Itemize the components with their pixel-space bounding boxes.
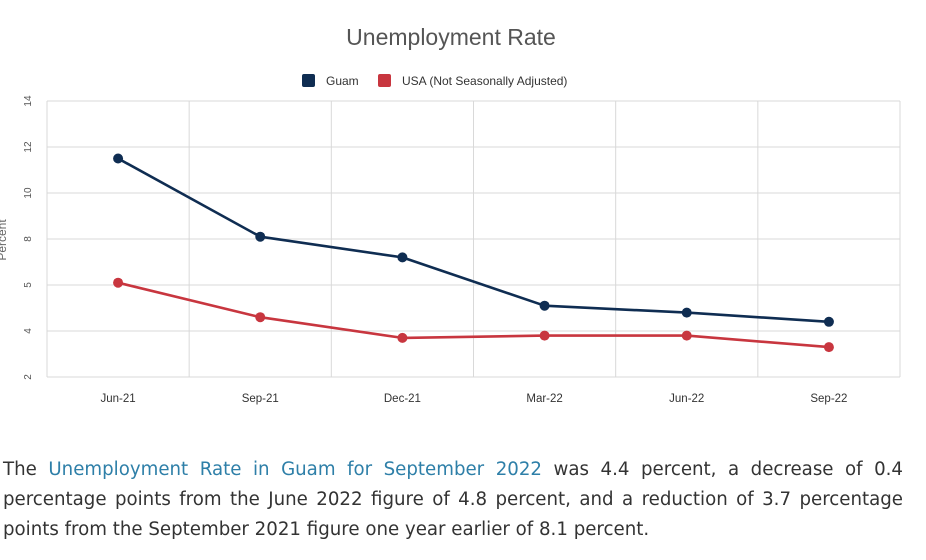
series-layer (113, 153, 834, 353)
plot-grid (46, 100, 901, 378)
data-point-usa (539, 330, 550, 341)
series-line-guam (116, 157, 831, 324)
y-tick-label: 2 (23, 374, 34, 380)
data-point-usa (113, 277, 124, 288)
data-point-guam (681, 307, 692, 318)
data-point-guam (539, 300, 550, 311)
y-tick-label: 12 (23, 141, 34, 153)
unemployment-line-chart: Unemployment Rate Guam USA (Not Seasonal… (0, 24, 901, 405)
series-line-usa (116, 281, 831, 349)
legend-label-usa: USA (Not Seasonally Adjusted) (402, 74, 567, 88)
data-point-guam (823, 316, 834, 327)
data-point-usa (255, 312, 266, 323)
legend-swatch-guam (302, 74, 315, 87)
chart-container: Unemployment Rate Guam USA (Not Seasonal… (0, 24, 901, 405)
y-tick-label: 5 (23, 282, 34, 288)
y-tick-label: 10 (23, 187, 34, 199)
x-tick-label: Jun-21 (100, 393, 135, 405)
data-point-guam (397, 252, 408, 263)
data-point-usa (397, 332, 408, 343)
summary-paragraph: The Unemployment Rate in Guam for Septem… (3, 455, 903, 545)
data-point-usa (823, 342, 834, 353)
y-tick-label: 8 (23, 236, 34, 242)
legend: Guam USA (Not Seasonally Adjusted) (302, 74, 567, 88)
data-point-usa (681, 330, 692, 341)
legend-swatch-usa (378, 74, 391, 87)
y-axis-label: Percent (0, 219, 9, 261)
x-tick-label: Jun-22 (669, 393, 704, 405)
data-point-guam (255, 231, 266, 242)
x-tick-label: Mar-22 (526, 393, 562, 405)
legend-item-usa[interactable]: USA (Not Seasonally Adjusted) (378, 74, 567, 88)
chart-title: Unemployment Rate (346, 24, 556, 50)
summary-body: was 4.4 percent, a decrease of 0.4 perce… (3, 459, 904, 540)
summary-intro: The (3, 459, 49, 480)
x-tick-label: Sep-21 (242, 393, 279, 405)
legend-item-guam[interactable]: Guam (302, 74, 359, 88)
y-tick-label: 14 (23, 95, 34, 107)
x-tick-label: Sep-22 (810, 393, 847, 405)
legend-label-guam: Guam (326, 74, 359, 88)
y-axis-ticks: 2 4 5 8 10 12 14 (23, 95, 34, 380)
data-point-guam (113, 153, 124, 164)
x-tick-label: Dec-21 (384, 393, 421, 405)
summary-link[interactable]: Unemployment Rate in Guam for September … (48, 459, 542, 480)
y-tick-label: 4 (23, 328, 34, 334)
x-axis-ticks: Jun-21 Sep-21 Dec-21 Mar-22 Jun-22 Sep-22 (100, 393, 847, 405)
